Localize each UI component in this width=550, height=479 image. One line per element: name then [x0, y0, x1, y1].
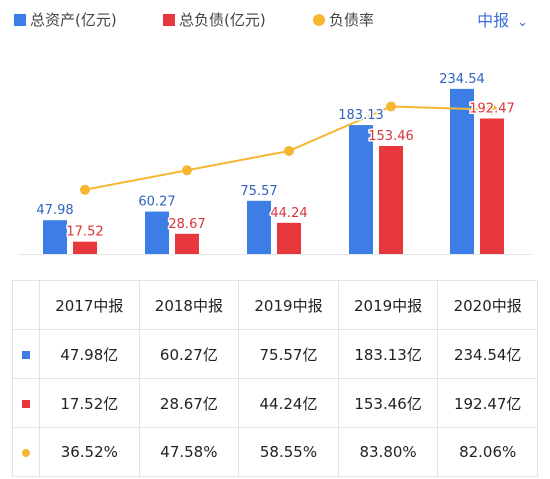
total-liabilities-data-label: 17.52 — [66, 225, 103, 240]
total-liabilities-bar — [379, 145, 403, 254]
total-liabilities-data-label: 192.47 — [469, 102, 515, 117]
debt-ratio-point — [487, 104, 497, 115]
assets-liabilities-chart: 47.98 60.27 75.57 183.13 234.54 17.52 28.67 44.… — [18, 70, 532, 255]
total-assets-bar — [43, 220, 67, 254]
chevron-down-icon: ⌄ — [517, 15, 528, 30]
total-assets-bar — [247, 200, 271, 254]
table-cell: 17.52亿 — [39, 378, 140, 428]
table-header-row: 2017中报 2018中报 2019中报 2019中报 2020中报 — [12, 280, 538, 330]
table-cell: 82.06% — [437, 427, 538, 477]
table-cell: 47.58% — [138, 427, 240, 477]
table-cell: 60.27亿 — [138, 329, 240, 379]
total-liabilities-bar — [73, 241, 97, 254]
table-cell: 183.13亿 — [337, 329, 439, 379]
table-cell: 58.55% — [238, 427, 339, 477]
data-table: 2017中报 2018中报 2019中报 2019中报 2020中报 47.98… — [12, 280, 538, 477]
table-row-debt-ratio: 36.52% 47.58% 58.55% 83.80% 82.06% — [12, 427, 538, 477]
total-assets-swatch — [14, 14, 26, 26]
total-assets-data-label: 183.13 — [338, 108, 384, 123]
total-liabilities-data-label: 28.67 — [168, 217, 205, 232]
total-liabilities-bar — [480, 118, 504, 254]
table-header-cell: 2018中报 — [138, 280, 240, 330]
table-corner-cell — [12, 280, 40, 330]
legend-item-total-assets[interactable]: 总资产(亿元) — [14, 9, 117, 30]
total-liabilities-bar — [175, 233, 199, 254]
total-liabilities-bar — [277, 222, 301, 254]
table-cell: 44.24亿 — [238, 378, 339, 428]
table-cell: 153.46亿 — [337, 378, 439, 428]
row-marker-cell — [12, 427, 40, 477]
row-marker-cell — [12, 329, 40, 379]
table-cell: 83.80% — [337, 427, 439, 477]
legend-item-total-liabilities[interactable]: 总负债(亿元) — [163, 9, 266, 30]
debt-ratio-point — [182, 165, 192, 176]
table-cell: 192.47亿 — [437, 378, 538, 428]
table-row-total-assets: 47.98亿 60.27亿 75.57亿 183.13亿 234.54亿 — [12, 329, 538, 379]
table-cell: 234.54亿 — [437, 329, 538, 379]
legend-label-total-liabilities: 总负债(亿元) — [179, 11, 266, 29]
total-assets-data-label: 234.54 — [439, 72, 485, 87]
table-cell: 28.67亿 — [138, 378, 240, 428]
total-assets-data-label: 60.27 — [138, 195, 175, 210]
debt-ratio-point — [80, 184, 90, 195]
period-selector-label: 中报 — [477, 11, 510, 30]
total-assets-bar — [450, 88, 474, 254]
table-header-cell: 2020中报 — [437, 280, 538, 330]
table-cell: 75.57亿 — [238, 329, 339, 379]
total-liabilities-swatch — [163, 14, 175, 26]
legend-label-debt-ratio: 负债率 — [329, 11, 375, 29]
table-header-cell: 2019中报 — [337, 280, 439, 330]
chart-legend: 总资产(亿元) 总负债(亿元) 负债率 中报 ⌄ — [0, 0, 550, 40]
debt-ratio-point — [284, 145, 294, 156]
total-assets-marker-icon — [22, 351, 30, 359]
legend-item-debt-ratio[interactable]: 负债率 — [313, 9, 374, 30]
total-liabilities-data-label: 44.24 — [270, 206, 307, 221]
debt-ratio-point — [386, 101, 396, 112]
total-liabilities-data-label: 153.46 — [368, 129, 414, 144]
total-assets-data-label: 75.57 — [240, 184, 277, 199]
debt-ratio-marker-icon — [22, 449, 30, 457]
table-cell: 36.52% — [39, 427, 140, 477]
table-header-cell: 2017中报 — [39, 280, 140, 330]
period-selector[interactable]: 中报 ⌄ — [477, 7, 528, 31]
row-marker-cell — [12, 378, 40, 428]
total-assets-bar — [145, 211, 169, 254]
table-cell: 47.98亿 — [39, 329, 140, 379]
debt-ratio-swatch — [313, 14, 325, 26]
table-row-total-liabilities: 17.52亿 28.67亿 44.24亿 153.46亿 192.47亿 — [12, 378, 538, 428]
total-assets-bar — [349, 125, 373, 254]
total-assets-data-label: 47.98 — [36, 203, 73, 218]
total-liabilities-marker-icon — [22, 400, 30, 408]
legend-label-total-assets: 总资产(亿元) — [30, 11, 117, 29]
table-header-cell: 2019中报 — [238, 280, 339, 330]
